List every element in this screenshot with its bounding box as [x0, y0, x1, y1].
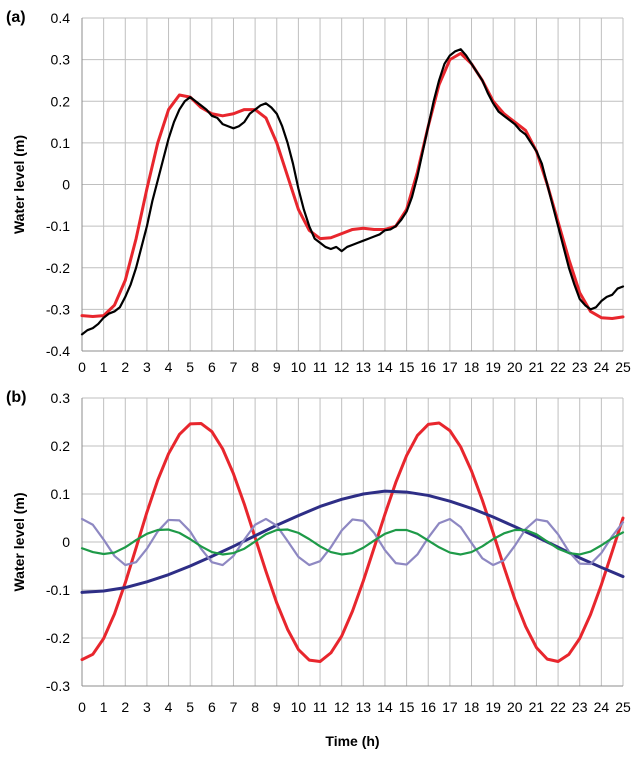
x-tick-label: 0 — [78, 359, 86, 375]
x-tick-label: 12 — [334, 699, 350, 715]
x-tick-label: 15 — [399, 359, 415, 375]
x-tick-label: 10 — [291, 359, 307, 375]
x-tick-label: 6 — [208, 699, 216, 715]
y-tick-label: 0.3 — [51, 390, 71, 406]
x-tick-label: 4 — [165, 359, 173, 375]
x-tick-label: 8 — [251, 359, 259, 375]
x-tick-label: 5 — [186, 359, 194, 375]
x-tick-label: 23 — [572, 359, 588, 375]
x-tick-label: 20 — [507, 359, 523, 375]
x-tick-label: 14 — [377, 699, 393, 715]
x-tick-label: 19 — [485, 699, 501, 715]
x-tick-label: 3 — [143, 699, 151, 715]
series-line-1 — [80, 51, 625, 321]
x-tick-label: 2 — [121, 359, 129, 375]
y-tick-label: -0.1 — [46, 582, 70, 598]
x-tick-label: 24 — [594, 699, 610, 715]
x-tick-label: 20 — [507, 699, 523, 715]
y-tick-label: -0.3 — [46, 301, 70, 317]
y-tick-label: 0.4 — [51, 10, 71, 26]
panel-label: (a) — [6, 9, 26, 26]
x-tick-label: 10 — [291, 699, 307, 715]
x-tick-label: 25 — [615, 359, 631, 375]
x-tick-label: 12 — [334, 359, 350, 375]
chart-panel-b: -0.3-0.2-0.100.10.20.30 1 2 3 4 5 6 7 8 9 10 11 12 13… — [6, 389, 631, 749]
x-tick-label: 19 — [485, 359, 501, 375]
x-tick-label: 7 — [230, 359, 238, 375]
x-tick-label: 4 — [165, 699, 173, 715]
y-tick-label: 0 — [62, 177, 70, 193]
x-axis-title: Time (h) — [325, 733, 379, 749]
y-tick-label: 0.3 — [51, 52, 71, 68]
x-tick-label: 9 — [273, 359, 281, 375]
y-tick-label: 0.1 — [51, 486, 71, 502]
y-tick-label: -0.2 — [46, 260, 70, 276]
x-tick-label: 18 — [464, 359, 480, 375]
x-tick-label: 17 — [442, 359, 458, 375]
x-tick-label: 16 — [420, 359, 436, 375]
y-tick-label: -0.4 — [46, 343, 70, 359]
series-line-3 — [80, 517, 625, 567]
series-line-2 — [80, 48, 625, 336]
x-tick-label: 11 — [313, 699, 328, 715]
x-tick-label: 8 — [251, 699, 259, 715]
x-tick-label: 5 — [186, 699, 194, 715]
y-tick-label: 0 — [62, 534, 70, 550]
x-tick-label: 9 — [273, 699, 281, 715]
y-tick-label: 0.1 — [51, 135, 71, 151]
x-tick-label: 21 — [529, 359, 545, 375]
x-tick-label: 13 — [356, 359, 372, 375]
x-tick-label: 25 — [615, 699, 631, 715]
x-tick-label: 14 — [377, 359, 393, 375]
y-tick-label: 0.2 — [51, 93, 71, 109]
y-axis-title: Water level (m) — [11, 135, 27, 234]
series-line-4 — [80, 528, 625, 556]
x-tick-label: 16 — [420, 699, 436, 715]
x-tick-label: 23 — [572, 699, 588, 715]
x-tick-label: 6 — [208, 359, 216, 375]
x-tick-label: 1 — [100, 359, 108, 375]
series-line-2 — [80, 489, 625, 594]
x-tick-label: 15 — [399, 699, 415, 715]
x-tick-label: 22 — [550, 699, 566, 715]
x-tick-label: 18 — [464, 699, 480, 715]
x-tick-label: 1 — [100, 699, 108, 715]
y-tick-label: -0.3 — [46, 678, 70, 694]
x-tick-label: 17 — [442, 699, 458, 715]
x-tick-label: 7 — [230, 699, 238, 715]
y-tick-label: -0.2 — [46, 630, 70, 646]
x-tick-label: 22 — [550, 359, 566, 375]
series-line-1 — [80, 421, 625, 664]
chart-panel-a: -0.4-0.3-0.2-0.100.10.20.30.40 1 2 3 4 5 6 7 8 9 1… — [6, 9, 631, 375]
y-tick-label: 0.2 — [51, 438, 71, 454]
y-tick-label: -0.1 — [46, 218, 70, 234]
y-axis-title: Water level (m) — [11, 492, 27, 591]
panel-label: (b) — [6, 389, 26, 406]
x-tick-label: 2 — [121, 699, 129, 715]
x-tick-label: 3 — [143, 359, 151, 375]
x-tick-label: 0 — [78, 699, 86, 715]
x-tick-label: 21 — [529, 699, 545, 715]
x-tick-label: 13 — [356, 699, 372, 715]
x-tick-label: 11 — [313, 359, 328, 375]
x-tick-label: 24 — [594, 359, 610, 375]
